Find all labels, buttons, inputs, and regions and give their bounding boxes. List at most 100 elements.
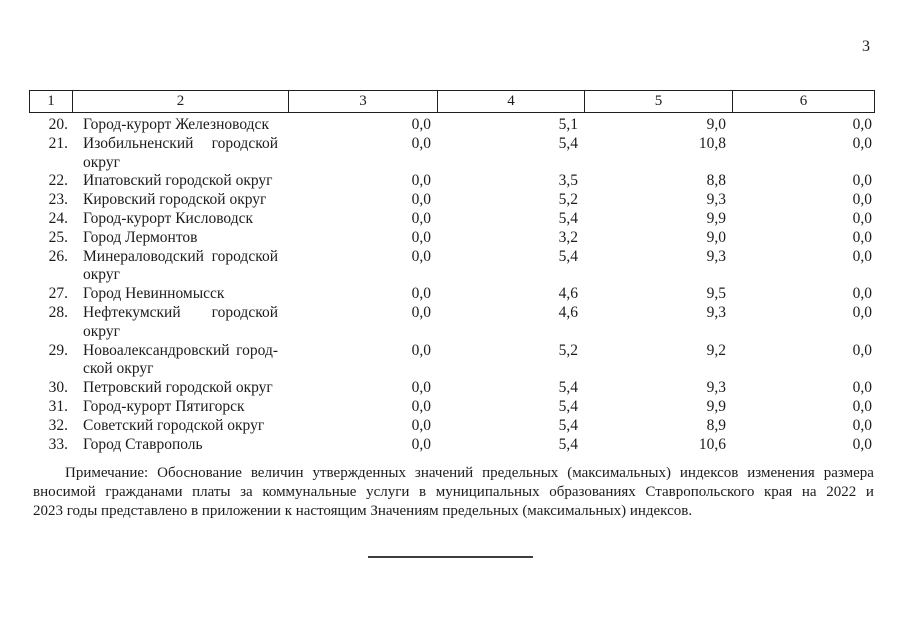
value-col4: 4,6 (558, 303, 578, 321)
row-number: 32. (48, 416, 68, 434)
municipality-name: Советский городской округ (83, 416, 265, 434)
municipality-name: Минераловодский городской округ (83, 247, 278, 284)
value-col6: 0,0 (852, 247, 872, 265)
value-col6: 0,0 (852, 134, 872, 152)
municipality-name: Город Лермонтов (83, 228, 198, 246)
table-row: 33. Город Ставрополь 0,0 5,4 10,6 0,0 (29, 436, 875, 455)
row-number: 33. (48, 435, 68, 453)
table-row: 32. Советский городской округ 0,0 5,4 8,… (29, 417, 875, 436)
row-number: 21. (48, 134, 68, 152)
row-number: 23. (48, 191, 68, 209)
value-col3: 0,0 (411, 209, 431, 227)
value-col5: 9,3 (706, 379, 726, 397)
value-col6: 0,0 (852, 397, 872, 415)
value-col3: 0,0 (411, 303, 431, 321)
value-col3: 0,0 (411, 228, 431, 246)
table-row: 26. Минераловодский городской округ 0,0 5,… (29, 248, 875, 286)
header-cell-6: 6 (732, 91, 875, 112)
table-row: 27. Город Невинномысск 0,0 4,6 9,5 0,0 (29, 285, 875, 304)
value-col5: 10,6 (698, 435, 726, 453)
value-col4: 5,4 (558, 416, 578, 434)
row-number: 30. (48, 379, 68, 397)
value-col4: 3,2 (558, 228, 578, 246)
value-col5: 9,3 (706, 247, 726, 265)
value-col6: 0,0 (852, 228, 872, 246)
value-col4: 3,5 (558, 172, 578, 190)
value-col3: 0,0 (411, 416, 431, 434)
row-number: 24. (48, 209, 68, 227)
row-number: 31. (48, 397, 68, 415)
municipality-name: Новоалександровский город-ской округ (83, 341, 278, 378)
municipality-name: Изобильненский городской округ (83, 134, 278, 171)
municipality-name: Город Невинномысск (83, 285, 225, 303)
page-number: 3 (862, 38, 870, 55)
value-col3: 0,0 (411, 435, 431, 453)
value-col3: 0,0 (411, 116, 431, 133)
value-col5: 9,9 (706, 209, 726, 227)
value-col3: 0,0 (411, 191, 431, 209)
row-number: 25. (48, 228, 68, 246)
table-header-row: 1 2 3 4 5 6 (29, 90, 875, 113)
value-col4: 5,4 (558, 397, 578, 415)
municipality-name: Нефтекумский городской округ (83, 303, 278, 340)
row-number: 20. (48, 116, 68, 133)
value-col4: 5,1 (558, 116, 578, 133)
value-col3: 0,0 (411, 397, 431, 415)
municipality-name: Город-курорт Пятигорск (83, 397, 245, 415)
value-col5: 9,0 (706, 116, 726, 133)
header-cell-2: 2 (72, 91, 288, 112)
table-row: 30. Петровский городской округ 0,0 5,4 9… (29, 379, 875, 398)
value-col5: 9,3 (706, 191, 726, 209)
value-col4: 5,2 (558, 191, 578, 209)
value-col3: 0,0 (411, 341, 431, 359)
value-col5: 10,8 (698, 134, 726, 152)
index-table: 1 2 3 4 5 6 20. Город-курорт Железноводс… (29, 90, 875, 454)
table-row: 21. Изобильненский городской округ 0,0 5,4… (29, 135, 875, 173)
value-col6: 0,0 (852, 379, 872, 397)
value-col3: 0,0 (411, 247, 431, 265)
municipality-name: Город-курорт Кисловодск (83, 209, 254, 227)
municipality-name: Петровский городской округ (83, 379, 273, 397)
value-col6: 0,0 (852, 209, 872, 227)
row-number: 22. (48, 172, 68, 190)
value-col4: 5,4 (558, 209, 578, 227)
table-body: 20. Город-курорт Железноводск 0,0 5,1 9,… (29, 113, 875, 454)
value-col6: 0,0 (852, 172, 872, 190)
row-number: 29. (48, 341, 68, 359)
value-col5: 9,2 (706, 341, 726, 359)
separator-line (368, 556, 533, 558)
value-col6: 0,0 (852, 435, 872, 453)
table-row: 29. Новоалександровский город-ской округ … (29, 342, 875, 380)
table-row: 22. Ипатовский городской округ 0,0 3,5 8… (29, 172, 875, 191)
row-number: 26. (48, 247, 68, 265)
municipality-name: Город Ставрополь (83, 435, 203, 453)
table-row: 28. Нефтекумский городской округ 0,0 4,6 9… (29, 304, 875, 342)
row-number: 27. (48, 285, 68, 303)
value-col4: 5,2 (558, 341, 578, 359)
value-col6: 0,0 (852, 191, 872, 209)
value-col5: 9,5 (706, 285, 726, 303)
table-row: 20. Город-курорт Железноводск 0,0 5,1 9,… (29, 116, 875, 135)
value-col5: 9,0 (706, 228, 726, 246)
value-col3: 0,0 (411, 379, 431, 397)
value-col3: 0,0 (411, 134, 431, 152)
municipality-name: Кировский городской округ (83, 191, 267, 209)
value-col6: 0,0 (852, 416, 872, 434)
table-row: 24. Город-курорт Кисловодск 0,0 5,4 9,9 … (29, 210, 875, 229)
value-col5: 9,9 (706, 397, 726, 415)
value-col4: 5,4 (558, 435, 578, 453)
table-row: 23. Кировский городской округ 0,0 5,2 9,… (29, 191, 875, 210)
note-paragraph: Примечание: Обоснование величин утвержденны… (33, 465, 874, 520)
table-row: 25. Город Лермонтов 0,0 3,2 9,0 0,0 (29, 229, 875, 248)
header-cell-5: 5 (584, 91, 732, 112)
value-col4: 5,4 (558, 134, 578, 152)
value-col4: 5,4 (558, 379, 578, 397)
value-col6: 0,0 (852, 303, 872, 321)
municipality-name: Ипатовский городской округ (83, 172, 273, 190)
value-col4: 5,4 (558, 247, 578, 265)
header-cell-1: 1 (29, 91, 72, 112)
row-number: 28. (48, 303, 68, 321)
value-col5: 9,3 (706, 303, 726, 321)
value-col5: 8,8 (706, 172, 726, 190)
